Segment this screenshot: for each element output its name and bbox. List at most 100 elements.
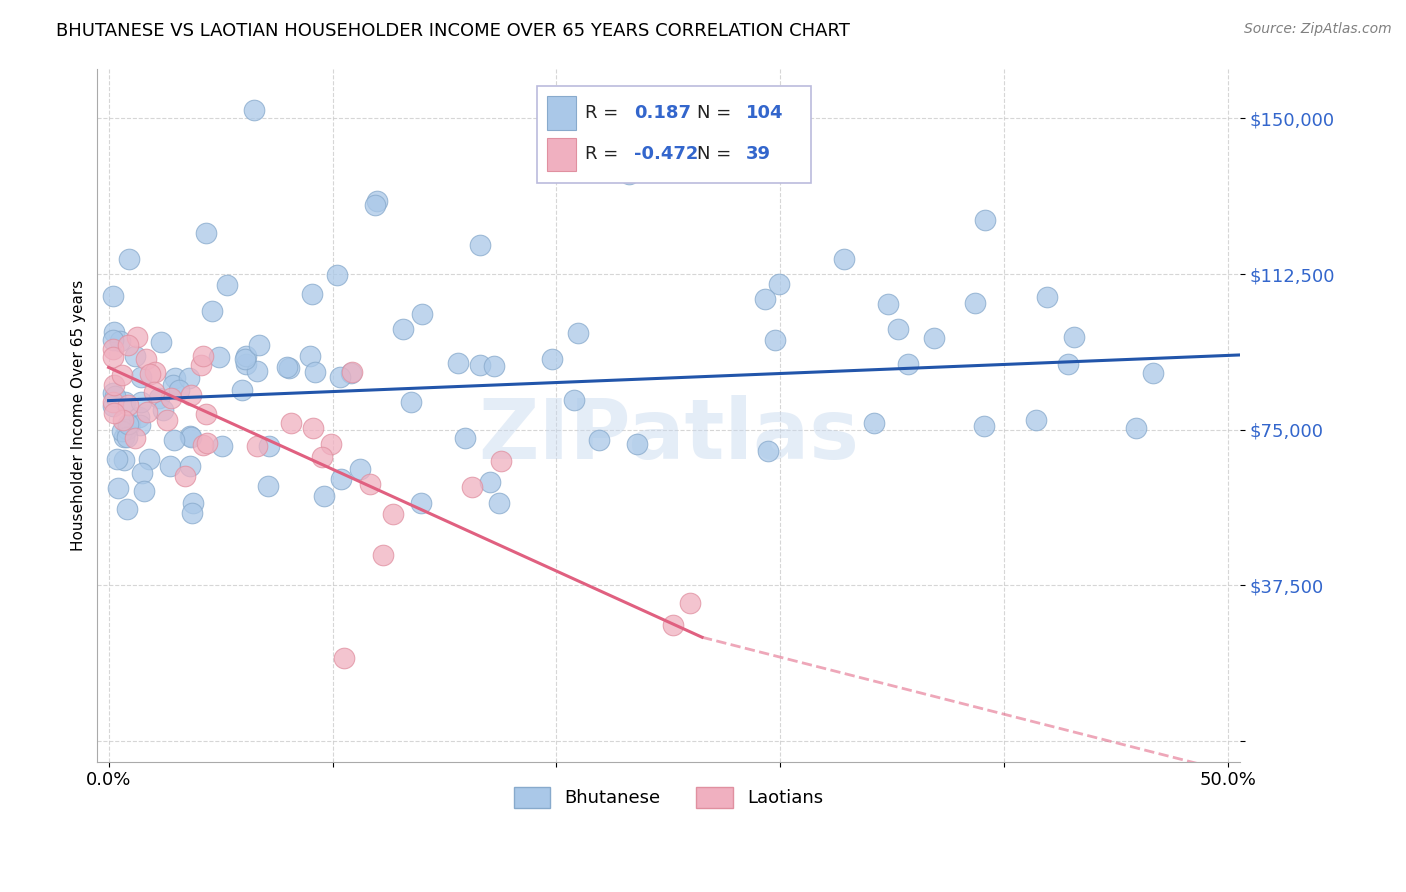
Point [332,651,354,665]
Point [101,288,124,302]
Text: N =: N = [697,103,731,122]
Text: 104: 104 [747,103,783,122]
Point [105,451,128,466]
Point [349,462,371,476]
Point [756,444,779,458]
Point [107,481,129,495]
Point [101,399,124,413]
Point [922,331,945,345]
Point [155,413,177,427]
Point [392,322,415,336]
Point [181,506,204,520]
Point [152,403,174,417]
Text: Source: ZipAtlas.com: Source: ZipAtlas.com [1244,22,1392,37]
Point [1125,421,1147,435]
Point [101,333,124,347]
Point [160,391,183,405]
Point [115,502,138,516]
Point [411,495,433,509]
FancyBboxPatch shape [547,96,576,129]
Point [588,433,610,447]
Text: ZIPatlas: ZIPatlas [478,395,859,476]
Point [111,368,134,382]
Point [1142,366,1164,380]
Point [877,297,900,311]
Text: N =: N = [697,145,731,163]
Point [371,548,394,562]
Point [366,194,388,209]
Point [114,395,136,409]
Point [112,430,135,444]
Point [304,365,326,379]
Point [111,413,134,427]
Point [965,296,987,310]
Point [180,429,202,443]
Point [129,370,152,384]
Point [235,349,257,363]
Point [299,349,322,363]
Point [169,383,191,397]
Point [329,472,352,486]
Point [340,366,363,380]
Point [973,418,995,433]
Text: 39: 39 [747,145,770,163]
Text: BHUTANESE VS LAOTIAN HOUSEHOLDER INCOME OVER 65 YEARS CORRELATION CHART: BHUTANESE VS LAOTIAN HOUSEHOLDER INCOME … [56,22,851,40]
Point [319,437,342,451]
Point [142,385,165,400]
Point [135,405,157,419]
Y-axis label: Householder Income Over 65 years: Householder Income Over 65 years [72,279,86,550]
Point [117,417,139,431]
Point [257,479,280,493]
Point [159,458,181,473]
Point [139,367,162,381]
Point [103,377,125,392]
Point [768,277,790,292]
Point [897,357,920,371]
Point [111,425,134,439]
Point [1035,290,1057,304]
Point [245,364,267,378]
Point [326,268,349,282]
Point [124,349,146,363]
Point [201,303,224,318]
Point [1025,413,1047,427]
Point [617,167,640,181]
Point [447,356,470,370]
Point [763,333,786,347]
Point [132,483,155,498]
Point [249,338,271,352]
Text: R =: R = [585,145,619,163]
Point [117,398,139,412]
Text: 0.187: 0.187 [634,103,692,122]
Point [115,430,138,444]
Point [364,197,387,211]
Point [103,389,125,403]
Legend: Bhutanese, Laotians: Bhutanese, Laotians [506,780,831,815]
Point [276,359,298,374]
Point [215,277,238,292]
Point [754,293,776,307]
Point [117,252,139,266]
Point [117,338,139,352]
Point [479,475,502,490]
Point [103,406,125,420]
Point [1056,357,1078,371]
Point [118,417,141,432]
Point [208,351,231,365]
Point [246,439,269,453]
Point [301,286,323,301]
Point [143,365,166,379]
Point [489,454,512,468]
Point [174,469,197,483]
Point [411,307,433,321]
Point [280,416,302,430]
Point [163,433,186,447]
Point [329,369,352,384]
Point [193,349,215,363]
Point [128,409,150,424]
Point [562,392,585,407]
Point [382,507,405,521]
Point [101,386,124,401]
Point [180,388,202,402]
Point [312,489,335,503]
